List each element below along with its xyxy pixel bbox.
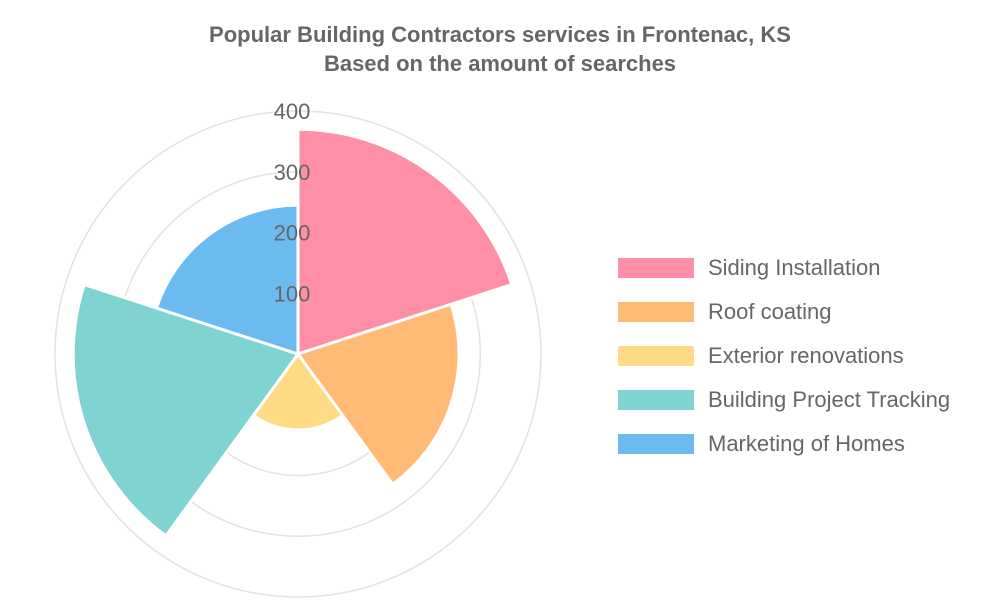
tick-label-400: 400 bbox=[274, 99, 311, 124]
chart-title-line1: Popular Building Contractors services in… bbox=[209, 22, 791, 47]
legend-label: Marketing of Homes bbox=[708, 431, 905, 456]
radial-tick-labels: 100 200 300 400 bbox=[274, 99, 311, 306]
legend-item-marketing-of-homes[interactable]: Marketing of Homes bbox=[618, 422, 998, 466]
grid-circle-400 bbox=[54, 110, 542, 598]
tick-label-200: 200 bbox=[274, 221, 311, 246]
legend-swatch bbox=[618, 390, 694, 410]
legend-item-exterior-renovations[interactable]: Exterior renovations bbox=[618, 334, 998, 378]
slice-building-project-tracking[interactable] bbox=[71, 283, 300, 538]
legend-label: Roof coating bbox=[708, 299, 832, 324]
legend-swatch bbox=[618, 346, 694, 366]
slice-marketing-of-homes[interactable] bbox=[154, 203, 300, 356]
legend-item-siding-installation[interactable]: Siding Installation bbox=[618, 246, 998, 290]
slice-exterior-renovations[interactable] bbox=[251, 352, 345, 432]
tick-label-100: 100 bbox=[274, 281, 311, 306]
chart-legend: Siding Installation Roof coating Exterior … bbox=[618, 246, 998, 466]
slice-roof-coating[interactable] bbox=[296, 302, 461, 486]
legend-label: Exterior renovations bbox=[708, 343, 904, 368]
legend-item-roof-coating[interactable]: Roof coating bbox=[618, 290, 998, 334]
legend-item-building-project-tracking[interactable]: Building Project Tracking bbox=[618, 378, 998, 422]
slice-siding-installation[interactable] bbox=[296, 127, 514, 356]
legend-label: Siding Installation bbox=[708, 255, 881, 280]
legend-swatch bbox=[618, 258, 694, 278]
chart-subtitle: Based on the amount of searches bbox=[323, 51, 677, 76]
legend-label: Building Project Tracking bbox=[708, 387, 951, 412]
chart-slices bbox=[71, 127, 514, 538]
legend-swatch bbox=[618, 434, 694, 454]
tick-label-300: 300 bbox=[274, 160, 311, 185]
chart-title: Popular Building Contractors services in… bbox=[0, 20, 1000, 78]
legend-swatch bbox=[618, 302, 694, 322]
